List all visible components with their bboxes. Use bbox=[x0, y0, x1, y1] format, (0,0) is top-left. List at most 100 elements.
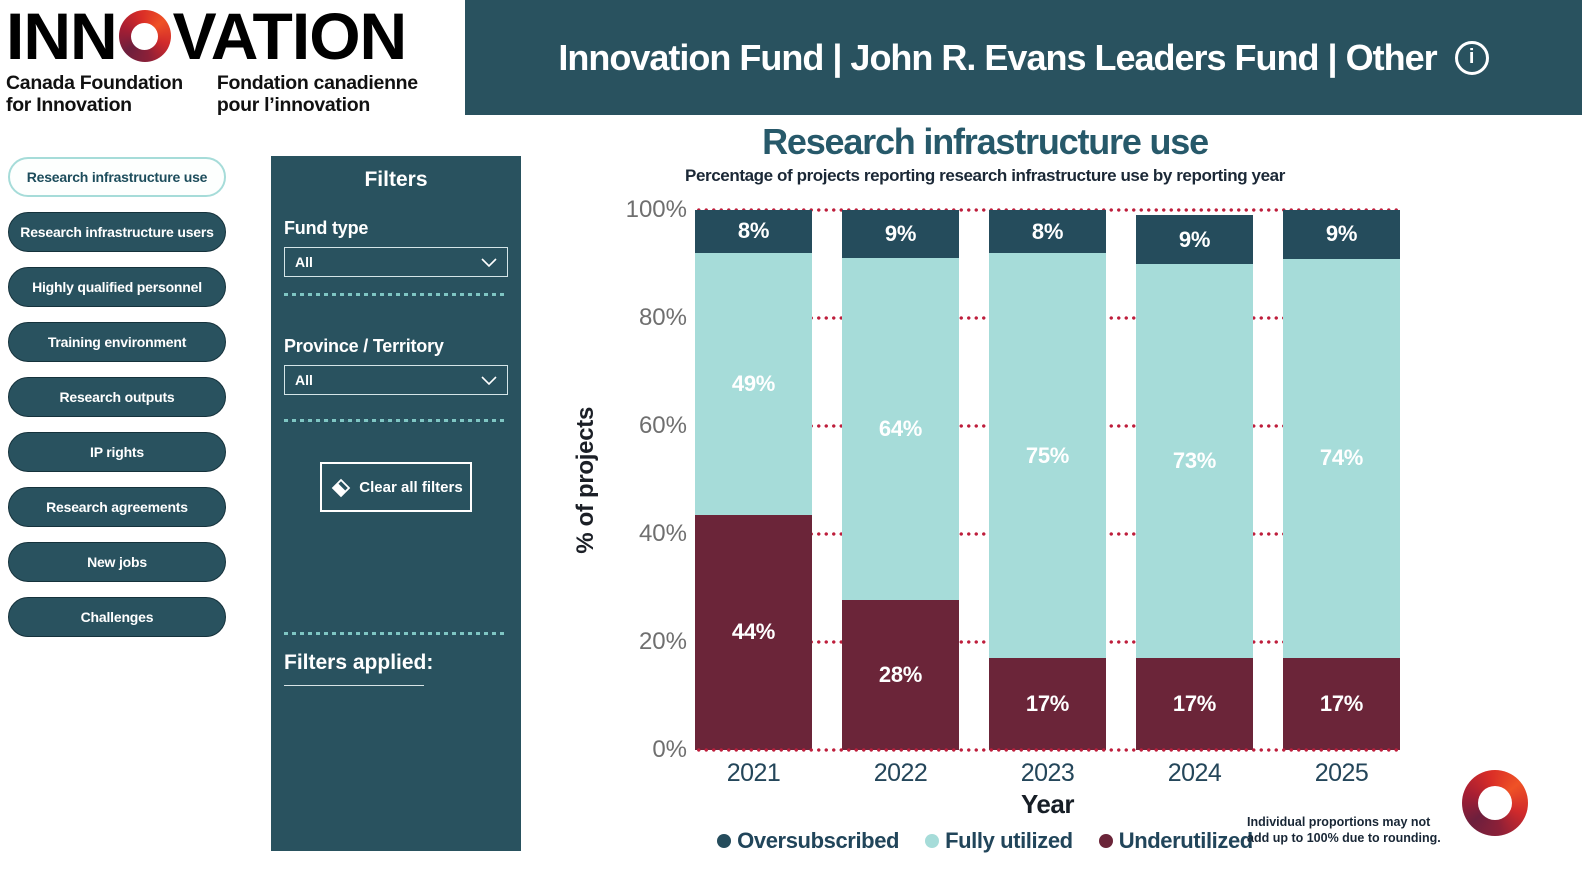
bar-segment-oversubscribed-2024[interactable]: 9% bbox=[1136, 215, 1253, 265]
bar-value-label: 17% bbox=[1319, 691, 1364, 717]
sidebar-item-new-jobs[interactable]: New jobs bbox=[8, 542, 226, 582]
sidebar-item-ip-rights[interactable]: IP rights bbox=[8, 432, 226, 472]
legend-label: Underutilized bbox=[1118, 828, 1254, 853]
logo-tagline-fr: Fondation canadienne pour l’innovation bbox=[216, 71, 418, 116]
province-territory-label: Province / Territory bbox=[284, 336, 444, 356]
chart-area: Research infrastructure use Percentage o… bbox=[521, 115, 1590, 854]
bar-segment-fully-utilized-2022[interactable]: 64% bbox=[842, 258, 959, 601]
bar-value-label: 8% bbox=[1031, 218, 1064, 244]
chart-title: Research infrastructure use bbox=[762, 121, 1209, 162]
y-axis-title: % of projects bbox=[572, 406, 599, 554]
bar-segment-fully-utilized-2021[interactable]: 49% bbox=[695, 252, 812, 515]
x-axis-title: Year bbox=[1021, 789, 1074, 819]
bar-value-label: 28% bbox=[878, 662, 923, 688]
filters-applied-underline bbox=[284, 685, 424, 686]
bar-segment-oversubscribed-2025[interactable]: 9% bbox=[1283, 210, 1400, 259]
bar-segment-fully-utilized-2023[interactable]: 75% bbox=[989, 253, 1106, 659]
province-territory-dropdown[interactable]: All bbox=[284, 365, 508, 395]
info-icon[interactable]: i bbox=[1454, 40, 1489, 75]
bar-segment-oversubscribed-2022[interactable]: 9% bbox=[842, 210, 959, 259]
legend-label: Fully utilized bbox=[945, 828, 1073, 853]
bar-segment-underutilized-2021[interactable]: 44% bbox=[695, 514, 812, 750]
sidebar-item-challenges[interactable]: Challenges bbox=[8, 597, 226, 637]
y-tick-label: 0% bbox=[652, 736, 687, 763]
bar-segment-fully-utilized-2025[interactable]: 74% bbox=[1283, 258, 1400, 659]
clear-all-filters-label: Clear all filters bbox=[359, 478, 463, 496]
bar-value-label: 49% bbox=[731, 370, 776, 396]
plot-row: % of projects 0% 20% 40% 60% 80% 100% 8% 49% 44… bbox=[565, 197, 1590, 763]
legend-dot-icon bbox=[925, 834, 940, 848]
logo-word-part2: VATION bbox=[172, 0, 408, 73]
y-tick-label: 100% bbox=[625, 196, 687, 223]
x-tick-label-2022: 2022 bbox=[873, 759, 928, 787]
logo-word-part1: INN bbox=[6, 0, 118, 73]
chevron-down-icon bbox=[481, 375, 497, 385]
bar-column-2023: 8% 75% 17% bbox=[989, 210, 1106, 750]
eraser-icon bbox=[332, 478, 351, 498]
cfi-swirl-logo bbox=[1462, 770, 1528, 836]
y-tick-label: 40% bbox=[638, 520, 687, 547]
legend-label: Oversubscribed bbox=[737, 828, 900, 853]
fund-type-dropdown[interactable]: All bbox=[284, 247, 508, 277]
bar-segment-underutilized-2022[interactable]: 28% bbox=[842, 600, 959, 750]
sidebar-item-highly-qualified-personnel[interactable]: Highly qualified personnel bbox=[8, 267, 226, 307]
innovation-logo: INN VATION Canada Foundation for Innovati… bbox=[0, 0, 465, 115]
filters-applied-label: Filters applied: bbox=[284, 651, 434, 674]
sidebar-item-research-infrastructure-users[interactable]: Research infrastructure users bbox=[8, 212, 226, 252]
gridline-100% bbox=[695, 208, 1400, 212]
separator bbox=[284, 419, 508, 422]
bar-value-label: 9% bbox=[884, 221, 917, 247]
sidebar-item-research-agreements[interactable]: Research agreements bbox=[8, 487, 226, 527]
filters-title: Filters bbox=[364, 168, 428, 191]
x-tick-label-2025: 2025 bbox=[1314, 759, 1369, 787]
sidebar: Research infrastructure use Research infr… bbox=[0, 115, 262, 652]
bar-value-label: 44% bbox=[731, 619, 776, 645]
bar-column-2021: 8% 49% 44% bbox=[695, 210, 812, 750]
chart-head: Research infrastructure use Percentage o… bbox=[565, 121, 1405, 186]
legend-dot-icon bbox=[1098, 834, 1113, 848]
province-territory-value: All bbox=[295, 372, 313, 388]
clear-all-filters-button[interactable]: Clear all filters bbox=[320, 462, 472, 512]
sidebar-item-research-outputs[interactable]: Research outputs bbox=[8, 377, 226, 417]
cfi-swirl-icon bbox=[118, 10, 171, 63]
x-tick-label-2021: 2021 bbox=[726, 759, 781, 787]
y-tick-label: 80% bbox=[638, 304, 687, 331]
legend-item-underutilized[interactable]: Underutilized bbox=[1098, 828, 1254, 854]
x-tick-label-2024: 2024 bbox=[1167, 759, 1222, 787]
bar-value-label: 9% bbox=[1325, 221, 1358, 247]
bar-segment-underutilized-2025[interactable]: 17% bbox=[1283, 658, 1400, 750]
bars: 8% 49% 44% 9% 64% 28% 8% 75% 17% 9% 73% 17% 9% 74% 17% bbox=[695, 210, 1400, 750]
bar-value-label: 74% bbox=[1319, 445, 1364, 471]
chart-footnote: Individual proportions may not add up to… bbox=[1247, 815, 1441, 845]
legend-item-fully-utilized[interactable]: Fully utilized bbox=[925, 828, 1073, 854]
gridline-0% bbox=[695, 748, 1400, 752]
bar-value-label: 73% bbox=[1172, 448, 1217, 474]
bar-value-label: 64% bbox=[878, 416, 923, 442]
plot-area: 8% 49% 44% 9% 64% 28% 8% 75% 17% 9% 73% 17% 9% 74% 17% bbox=[695, 208, 1400, 752]
bar-value-label: 17% bbox=[1172, 691, 1217, 717]
logo-taglines: Canada Foundation for Innovation Fondati… bbox=[6, 71, 465, 117]
innovation-logo-word: INN VATION bbox=[6, 0, 465, 73]
bar-segment-oversubscribed-2021[interactable]: 8% bbox=[695, 210, 812, 253]
x-tick-label-2023: 2023 bbox=[1020, 759, 1075, 787]
separator bbox=[284, 293, 508, 296]
bar-segment-fully-utilized-2024[interactable]: 73% bbox=[1136, 264, 1253, 659]
bar-segment-underutilized-2024[interactable]: 17% bbox=[1136, 658, 1253, 750]
filters-panel: Filters Fund type All Province / Territo… bbox=[271, 156, 521, 851]
y-tick-label: 60% bbox=[638, 412, 687, 439]
legend-item-oversubscribed[interactable]: Oversubscribed bbox=[717, 828, 899, 854]
sidebar-item-research-infrastructure-use[interactable]: Research infrastructure use bbox=[8, 157, 226, 197]
bar-value-label: 17% bbox=[1025, 691, 1070, 717]
chevron-down-icon bbox=[481, 257, 497, 267]
fund-type-value: All bbox=[295, 254, 313, 270]
chart-subtitle: Percentage of projects reporting researc… bbox=[685, 166, 1285, 185]
bar-column-2024: 9% 73% 17% bbox=[1136, 210, 1253, 750]
bar-segment-oversubscribed-2023[interactable]: 8% bbox=[989, 210, 1106, 254]
y-axis-labels: 0% 20% 40% 60% 80% 100% bbox=[607, 197, 695, 763]
bar-column-2022: 9% 64% 28% bbox=[842, 210, 959, 750]
logo-tagline-en: Canada Foundation for Innovation bbox=[6, 71, 183, 116]
sidebar-item-training-environment[interactable]: Training environment bbox=[8, 322, 226, 362]
legend: Oversubscribed Fully utilized Underutilize… bbox=[565, 828, 1405, 854]
bar-segment-underutilized-2023[interactable]: 17% bbox=[989, 658, 1106, 750]
legend-dot-icon bbox=[717, 834, 732, 848]
